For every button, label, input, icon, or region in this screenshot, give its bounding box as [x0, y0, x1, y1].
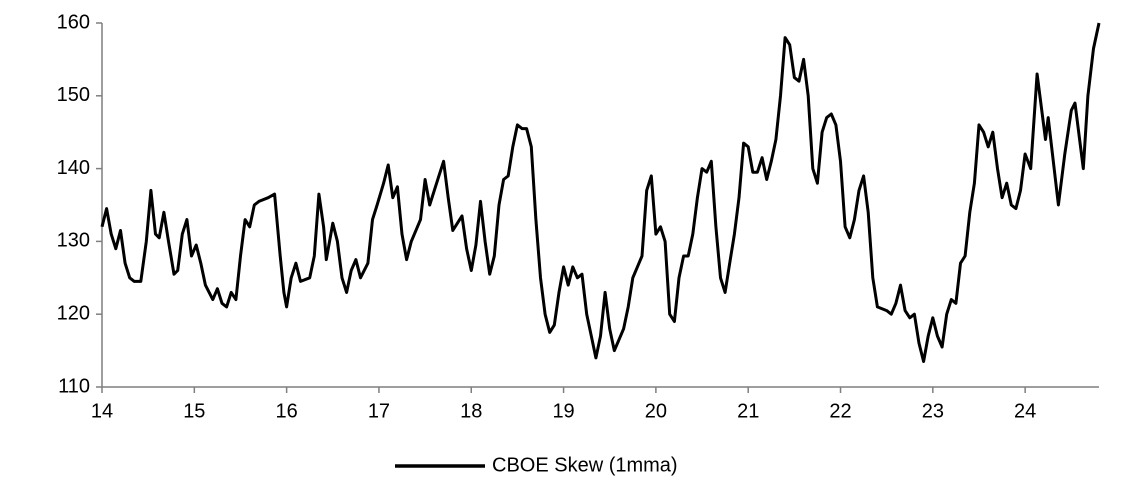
y-tick-label: 130	[57, 230, 90, 252]
y-tick-label: 150	[57, 84, 90, 106]
legend-label: CBOE Skew (1mma)	[492, 454, 678, 476]
x-tick-label: 16	[276, 400, 298, 422]
x-tick-label: 22	[829, 400, 851, 422]
x-tick-label: 23	[922, 400, 944, 422]
line	[100, 22, 1101, 363]
x-tick-label: 20	[645, 400, 667, 422]
x-tick-label: 17	[368, 400, 390, 422]
y-tick-label: 120	[57, 302, 90, 324]
x-tick-label: 14	[91, 400, 113, 422]
y-tick-label: 140	[57, 157, 90, 179]
x-tick-label: 24	[1014, 400, 1036, 422]
y-tick-label: 160	[57, 11, 90, 33]
x-tick-label: 19	[552, 400, 574, 422]
x-tick-label: 18	[460, 400, 482, 422]
x-tick-label: 15	[183, 400, 205, 422]
y-tick-label: 110	[58, 375, 90, 397]
x-tick-label: 21	[737, 400, 759, 422]
